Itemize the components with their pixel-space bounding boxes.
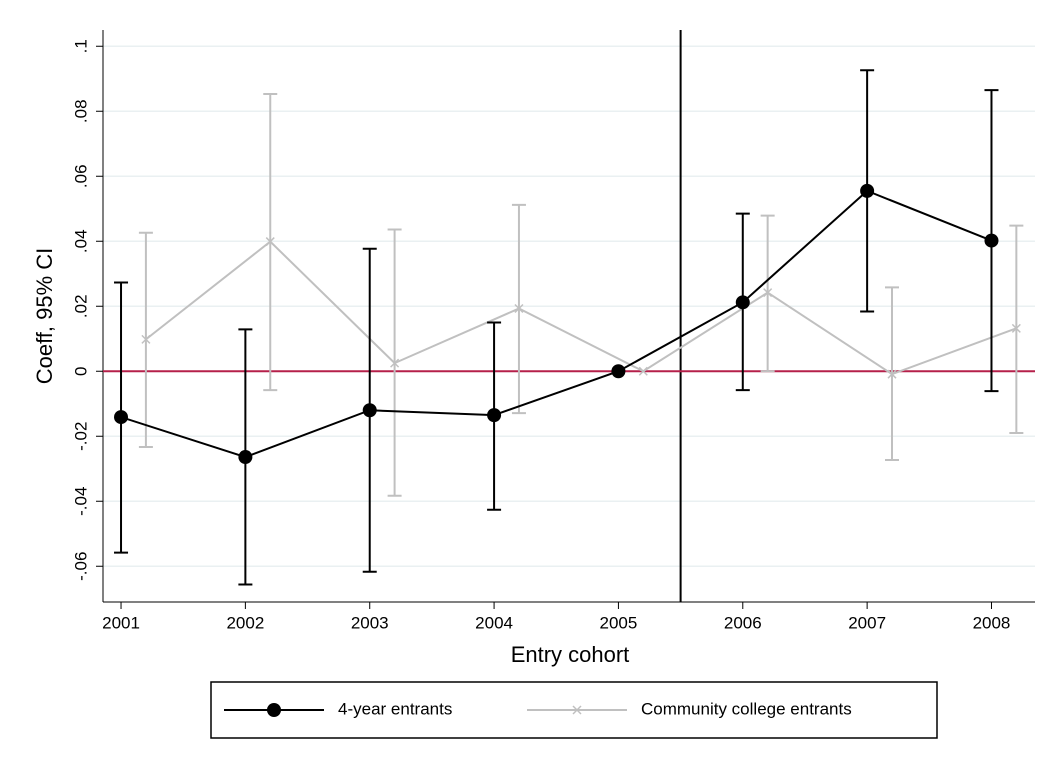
x-tick-label: 2002 <box>226 613 264 632</box>
point <box>390 358 400 368</box>
y-tick-label: -.02 <box>71 422 90 451</box>
point <box>362 403 377 418</box>
series-line <box>120 189 992 459</box>
point <box>763 288 773 298</box>
point <box>141 334 151 344</box>
point <box>984 233 999 248</box>
point <box>114 410 129 425</box>
point <box>572 705 582 715</box>
x-tick-label: 2004 <box>475 613 513 632</box>
x-tick-label: 2008 <box>973 613 1011 632</box>
y-tick-label: .1 <box>71 39 90 53</box>
legend-label: Community college entrants <box>641 699 852 718</box>
point <box>735 295 750 310</box>
point <box>887 369 897 379</box>
y-tick-label: -.04 <box>71 487 90 516</box>
point <box>267 703 281 717</box>
point <box>265 237 275 247</box>
x-tick-label: 2003 <box>351 613 389 632</box>
y-tick-label: .08 <box>71 99 90 123</box>
point <box>860 183 875 198</box>
x-axis-label: Entry cohort <box>511 642 630 667</box>
x-tick-label: 2007 <box>848 613 886 632</box>
y-tick-label: .04 <box>71 229 90 253</box>
y-tick-label: .06 <box>71 164 90 188</box>
series-line <box>145 240 1017 376</box>
point <box>487 408 502 423</box>
y-axis-label: Coeff, 95% CI <box>32 248 57 385</box>
x-tick-label: 2005 <box>600 613 638 632</box>
point <box>1011 323 1021 333</box>
point <box>238 450 253 465</box>
x-tick-label: 2001 <box>102 613 140 632</box>
point <box>638 366 648 376</box>
point <box>611 364 626 379</box>
x-tick-label: 2006 <box>724 613 762 632</box>
y-tick-label: -.06 <box>71 552 90 581</box>
y-tick-label: .02 <box>71 294 90 318</box>
legend-label: 4-year entrants <box>338 699 452 718</box>
point <box>514 303 524 314</box>
y-tick-label: 0 <box>71 367 90 376</box>
